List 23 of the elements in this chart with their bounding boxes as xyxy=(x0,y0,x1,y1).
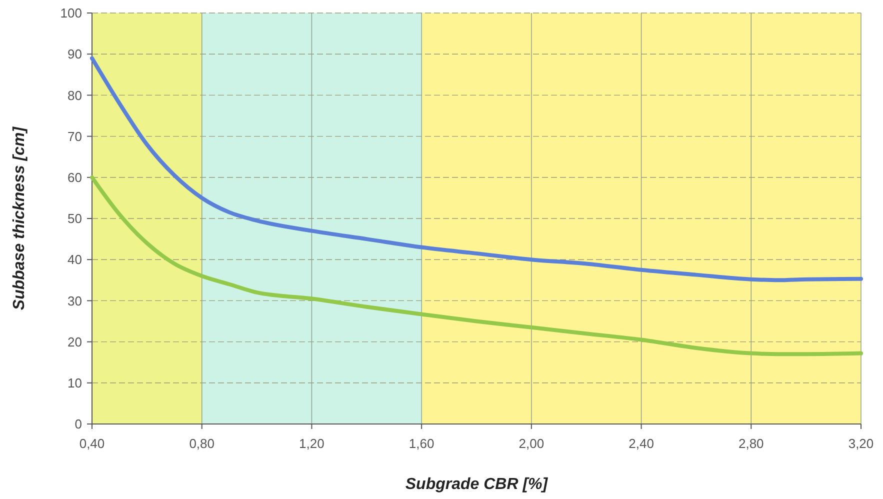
y-tick-label: 30 xyxy=(68,293,82,308)
y-tick-label: 60 xyxy=(68,170,82,185)
x-tick-label: 0,80 xyxy=(189,436,215,451)
y-tick-label: 0 xyxy=(74,416,82,432)
x-tick-label: 3,20 xyxy=(848,436,874,451)
x-tick-label: 2,40 xyxy=(628,436,654,451)
x-tick-label: 1,20 xyxy=(299,436,324,451)
x-tick-label: 1,60 xyxy=(408,436,434,451)
y-tick-label: 80 xyxy=(68,88,82,103)
y-tick-label: 10 xyxy=(68,375,82,390)
y-tick-label: 70 xyxy=(68,128,82,144)
line-series xyxy=(90,56,863,282)
x-tick-label: 2,80 xyxy=(738,436,764,451)
y-tick-label: 100 xyxy=(60,6,82,21)
x-tick-label: 2,00 xyxy=(518,436,544,451)
x-axis-title: Subgrade CBR [%] xyxy=(405,476,548,493)
y-axis-title: Subbase thickness [cm] xyxy=(11,126,28,310)
y-tick-label: 40 xyxy=(68,252,82,268)
x-tick-label: 0,40 xyxy=(79,436,105,451)
y-tick-label: 20 xyxy=(68,334,82,350)
y-tick-label: 50 xyxy=(68,211,82,226)
line-series xyxy=(90,175,863,356)
y-tick-label: 90 xyxy=(68,46,82,62)
